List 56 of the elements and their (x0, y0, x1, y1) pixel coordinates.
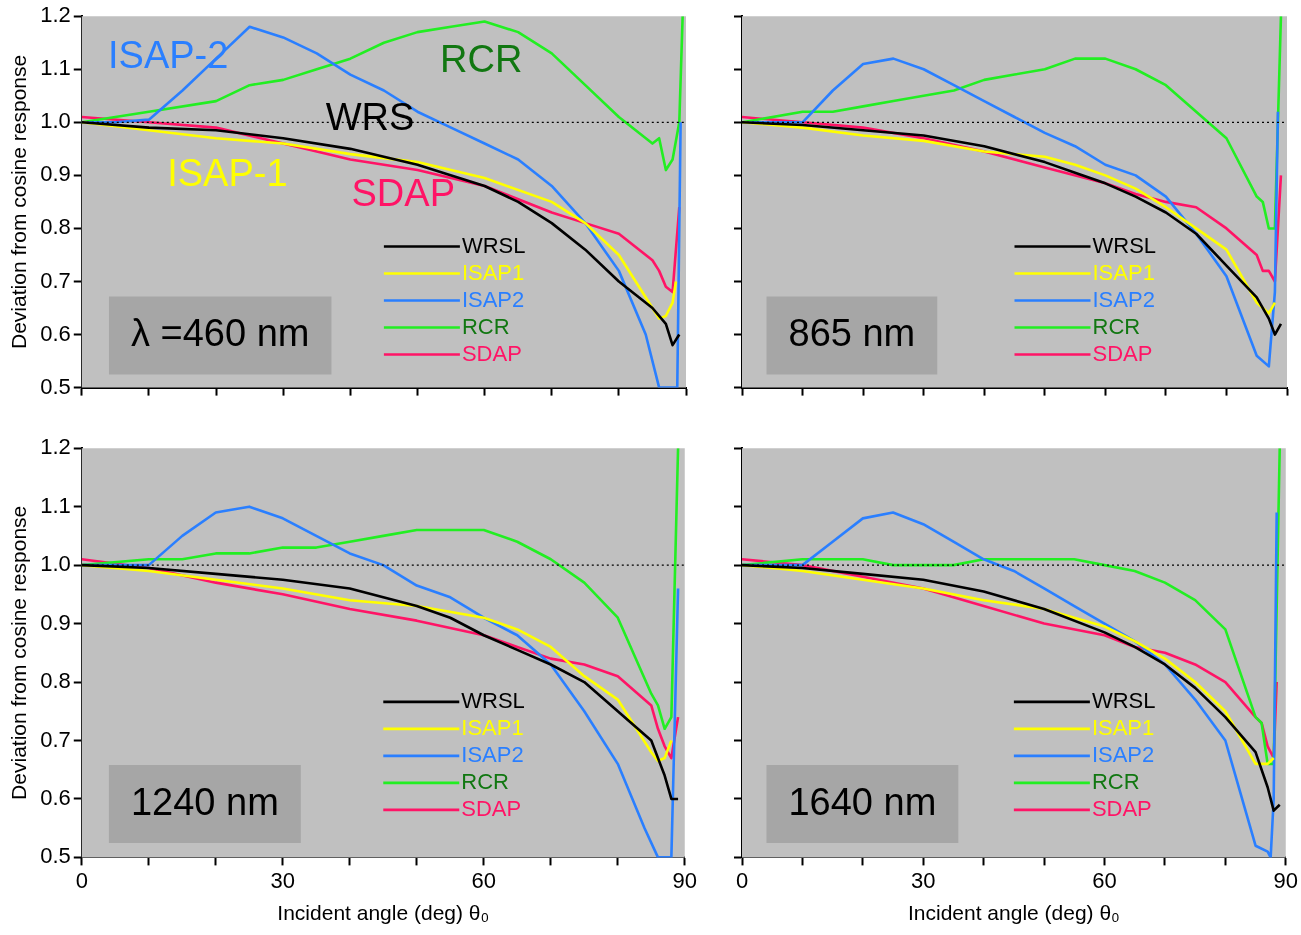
y-tick-label: 0.7 (40, 267, 71, 293)
legend-label: SDAP (461, 340, 522, 366)
annotation: 1640 nm (788, 780, 937, 823)
legend-label: SDAP (1092, 340, 1153, 366)
annotation: SDAP (351, 171, 455, 214)
legend-label: ISAP2 (1092, 286, 1155, 312)
legend-label: ISAP2 (461, 741, 524, 767)
x-tick-label: 30 (911, 867, 936, 893)
y-tick-label: 0.9 (40, 609, 71, 635)
x-axis-title: Incident angle (deg) θ₀ (907, 901, 1120, 925)
legend-label: ISAP1 (461, 714, 524, 740)
legend-label: ISAP1 (1092, 259, 1155, 285)
annotation: WRS (325, 95, 415, 138)
y-tick-label: 1.0 (40, 551, 71, 577)
y-axis-title: Deviation from cosine response (7, 505, 31, 800)
legend-label: WRSL (1091, 687, 1156, 713)
legend-label: RCR (1092, 313, 1141, 339)
y-tick-label: 0.8 (40, 214, 71, 240)
legend-label: SDAP (1091, 795, 1152, 821)
x-tick-label: 30 (270, 867, 296, 893)
annotation: ISAP-1 (167, 152, 288, 195)
y-tick-label: 0.8 (40, 668, 71, 694)
x-axis-title: Incident angle (deg) θ₀ (277, 901, 490, 925)
legend-label: RCR (461, 313, 510, 339)
y-tick-label: 1.2 (40, 434, 71, 460)
legend-label: WRSL (461, 232, 526, 258)
y-tick-label: 1.1 (40, 492, 71, 518)
y-tick-label: 1.0 (40, 108, 71, 134)
x-tick-label: 60 (471, 867, 497, 893)
annotation: 865 nm (788, 312, 916, 355)
x-tick-label: 90 (672, 867, 698, 893)
legend-label: ISAP1 (1091, 714, 1155, 740)
annotation: 1240 nm (130, 780, 279, 823)
annotation: RCR (440, 38, 523, 80)
legend-label: RCR (1091, 768, 1140, 794)
y-tick-label: 0.7 (40, 726, 71, 752)
legend-label: WRSL (461, 687, 525, 713)
legend-label: SDAP (461, 795, 522, 821)
x-tick-label: 0 (75, 867, 88, 893)
y-tick-label: 0.5 (40, 373, 71, 399)
y-tick-label: 0.5 (40, 843, 71, 869)
x-tick-label: 0 (735, 867, 749, 893)
x-tick-label: 90 (1273, 867, 1299, 893)
annotation: λ =460 nm (130, 312, 310, 355)
legend-label: ISAP2 (461, 286, 525, 312)
y-tick-label: 1.1 (40, 55, 71, 81)
y-tick-label: 0.9 (40, 161, 71, 187)
legend-label: RCR (461, 768, 509, 794)
y-tick-label: 1.2 (40, 2, 71, 28)
x-tick-label: 60 (1092, 867, 1117, 893)
legend-label: ISAP2 (1091, 741, 1155, 767)
legend-label: WRSL (1092, 232, 1157, 258)
legend-label: ISAP1 (461, 259, 525, 285)
y-axis-title: Deviation from cosine response (7, 54, 31, 349)
y-tick-label: 0.6 (40, 320, 71, 346)
y-tick-label: 0.6 (40, 785, 71, 811)
